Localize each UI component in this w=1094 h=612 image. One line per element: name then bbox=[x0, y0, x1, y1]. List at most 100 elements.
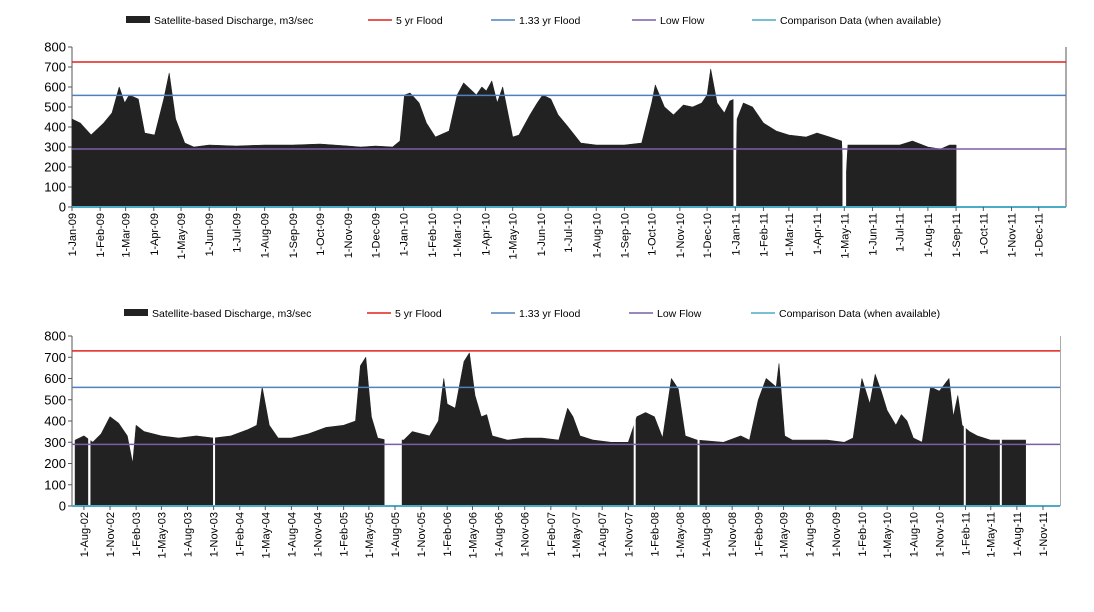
x-tick-label: 1-May-05 bbox=[364, 512, 376, 558]
x-tick-label: 1-Sep-11 bbox=[951, 213, 963, 257]
x-tick-label: 1-Nov-05 bbox=[416, 512, 428, 557]
legend-label: 1.33 yr Flood bbox=[519, 15, 580, 27]
x-tick-label: 1-Nov-10 bbox=[934, 512, 946, 557]
legend-swatch bbox=[124, 309, 148, 316]
legend-swatch bbox=[126, 16, 150, 23]
x-tick-label: 1-May-11 bbox=[986, 512, 998, 558]
x-tick-label: 1-Aug-08 bbox=[701, 512, 713, 557]
y-tick-label: 500 bbox=[44, 392, 66, 407]
x-tick-label: 1-May-09 bbox=[176, 213, 188, 259]
legend-5yr-flood: 5 yr Flood bbox=[367, 308, 442, 320]
legend-label: 5 yr Flood bbox=[395, 308, 442, 320]
y-tick-label: 300 bbox=[44, 140, 66, 155]
legend: Satellite-based Discharge, m3/sec 5 yr Fl… bbox=[124, 308, 940, 320]
x-tick-label: 1-Feb-10 bbox=[427, 213, 439, 258]
legend-label: Satellite-based Discharge, m3/sec bbox=[154, 15, 313, 27]
legend-discharge: Satellite-based Discharge, m3/sec bbox=[126, 15, 313, 27]
data-gap bbox=[733, 45, 737, 206]
x-tick-label: 1-Jun-10 bbox=[536, 213, 548, 256]
x-tick-label: 1-Oct-09 bbox=[315, 213, 327, 256]
x-tick-label: 1-Nov-03 bbox=[209, 512, 221, 557]
x-tick-label: 1-Jul-10 bbox=[563, 213, 575, 253]
legend-comparison: Comparison Data (when available) bbox=[752, 15, 941, 27]
y-tick-label: 700 bbox=[44, 60, 66, 75]
legend-label: Satellite-based Discharge, m3/sec bbox=[152, 308, 311, 320]
data-gap bbox=[963, 334, 966, 505]
legend-low-flow: Low Flow bbox=[632, 15, 705, 27]
discharge-chart-2002-2011: Satellite-based Discharge, m3/sec 5 yr Fl… bbox=[0, 302, 1094, 607]
x-tick-label: 1-Mar-09 bbox=[121, 213, 133, 258]
x-tick-label: 1-Apr-11 bbox=[812, 213, 824, 255]
x-tick-label: 1-Dec-09 bbox=[370, 213, 382, 258]
series-discharge-area bbox=[71, 68, 957, 208]
x-tick-label: 1-Feb-03 bbox=[131, 512, 143, 557]
x-tick-label: 1-May-11 bbox=[839, 213, 851, 259]
x-tick-label: 1-Jul-11 bbox=[895, 213, 907, 252]
x-tick-label: 1-Jun-11 bbox=[867, 213, 879, 256]
x-tick-label: 1-Apr-10 bbox=[480, 213, 492, 256]
y-tick-label: 800 bbox=[44, 329, 66, 344]
x-tick-label: 1-Oct-11 bbox=[978, 213, 990, 255]
x-tick-label: 1-Nov-10 bbox=[675, 213, 687, 258]
x-tick-label: 1-Sep-10 bbox=[619, 213, 631, 258]
y-tick-label: 200 bbox=[44, 160, 66, 175]
x-tick-label: 1-Aug-10 bbox=[908, 512, 920, 557]
x-tick-label: 1-May-10 bbox=[508, 213, 520, 259]
x-tick-label: 1-Feb-05 bbox=[339, 512, 351, 557]
x-tick-label: 1-Feb-10 bbox=[857, 512, 869, 557]
series-discharge-area bbox=[74, 352, 1026, 507]
x-tick-label: 1-Aug-11 bbox=[1012, 512, 1024, 556]
x-tick-label: 1-Nov-06 bbox=[520, 512, 532, 557]
data-gap bbox=[697, 334, 700, 505]
y-tick-label: 0 bbox=[59, 499, 66, 514]
x-tick-label: 1-Jan-10 bbox=[399, 213, 411, 256]
chart-svg: Satellite-based Discharge, m3/sec 5 yr Fl… bbox=[44, 15, 1067, 259]
x-tick-label: 1-Apr-09 bbox=[149, 213, 161, 256]
x-tick-label: 1-Dec-11 bbox=[1034, 213, 1046, 257]
data-gap bbox=[633, 334, 636, 505]
x-tick-label: 1-Feb-04 bbox=[235, 512, 247, 557]
x-tick-label: 1-Aug-04 bbox=[286, 512, 298, 557]
x-tick-label: 1-Feb-07 bbox=[546, 512, 558, 557]
x-tick-label: 1-Nov-11 bbox=[1006, 213, 1018, 257]
x-tick-label: 1-Aug-10 bbox=[591, 213, 603, 258]
x-tick-label: 1-Sep-09 bbox=[288, 213, 300, 258]
legend-133yr-flood: 1.33 yr Flood bbox=[491, 15, 580, 27]
data-gap bbox=[88, 334, 91, 505]
x-tick-label: 1-Dec-10 bbox=[702, 213, 714, 258]
legend-comparison: Comparison Data (when available) bbox=[751, 308, 940, 320]
x-tick-label: 1-Feb-06 bbox=[442, 512, 454, 557]
legend-133yr-flood: 1.33 yr Flood bbox=[491, 308, 580, 320]
x-tick-label: 1-Nov-11 bbox=[1038, 512, 1050, 556]
x-tick-label: 1-Feb-09 bbox=[753, 512, 765, 557]
y-tick-label: 700 bbox=[44, 350, 66, 365]
data-gap bbox=[999, 334, 1002, 505]
legend-label: Comparison Data (when available) bbox=[779, 308, 940, 320]
x-tick-label: 1-Feb-09 bbox=[95, 213, 107, 258]
legend-label: Low Flow bbox=[657, 308, 702, 320]
x-tick-label: 1-May-04 bbox=[260, 512, 272, 558]
legend: Satellite-based Discharge, m3/sec 5 yr Fl… bbox=[126, 15, 941, 27]
x-tick-label: 1-Aug-09 bbox=[260, 213, 272, 258]
x-tick-label: 1-Aug-07 bbox=[597, 512, 609, 557]
x-tick-label: 1-Aug-05 bbox=[390, 512, 402, 557]
x-tick-label: 1-Nov-07 bbox=[623, 512, 635, 557]
y-tick-label: 200 bbox=[44, 456, 66, 471]
x-tick-label: 1-Jun-09 bbox=[204, 213, 216, 256]
x-tick-label: 1-May-07 bbox=[571, 512, 583, 558]
legend-low-flow: Low Flow bbox=[629, 308, 702, 320]
x-tick-label: 1-Nov-08 bbox=[727, 512, 739, 557]
x-tick-label: 1-Feb-11 bbox=[758, 213, 770, 257]
x-tick-label: 1-Mar-10 bbox=[452, 213, 464, 258]
x-tick-label: 1-Jul-09 bbox=[231, 213, 243, 253]
x-tick-label: 1-Aug-11 bbox=[923, 213, 935, 257]
x-tick-label: 1-May-08 bbox=[675, 512, 687, 558]
x-tick-label: 1-May-06 bbox=[467, 512, 479, 558]
x-tick-label: 1-Aug-09 bbox=[805, 512, 817, 557]
y-tick-label: 300 bbox=[44, 435, 66, 450]
data-gap bbox=[384, 334, 402, 505]
y-tick-label: 400 bbox=[44, 120, 66, 135]
x-tick-label: 1-Nov-09 bbox=[343, 213, 355, 258]
y-tick-label: 400 bbox=[44, 414, 66, 429]
legend-label: Comparison Data (when available) bbox=[780, 15, 941, 27]
